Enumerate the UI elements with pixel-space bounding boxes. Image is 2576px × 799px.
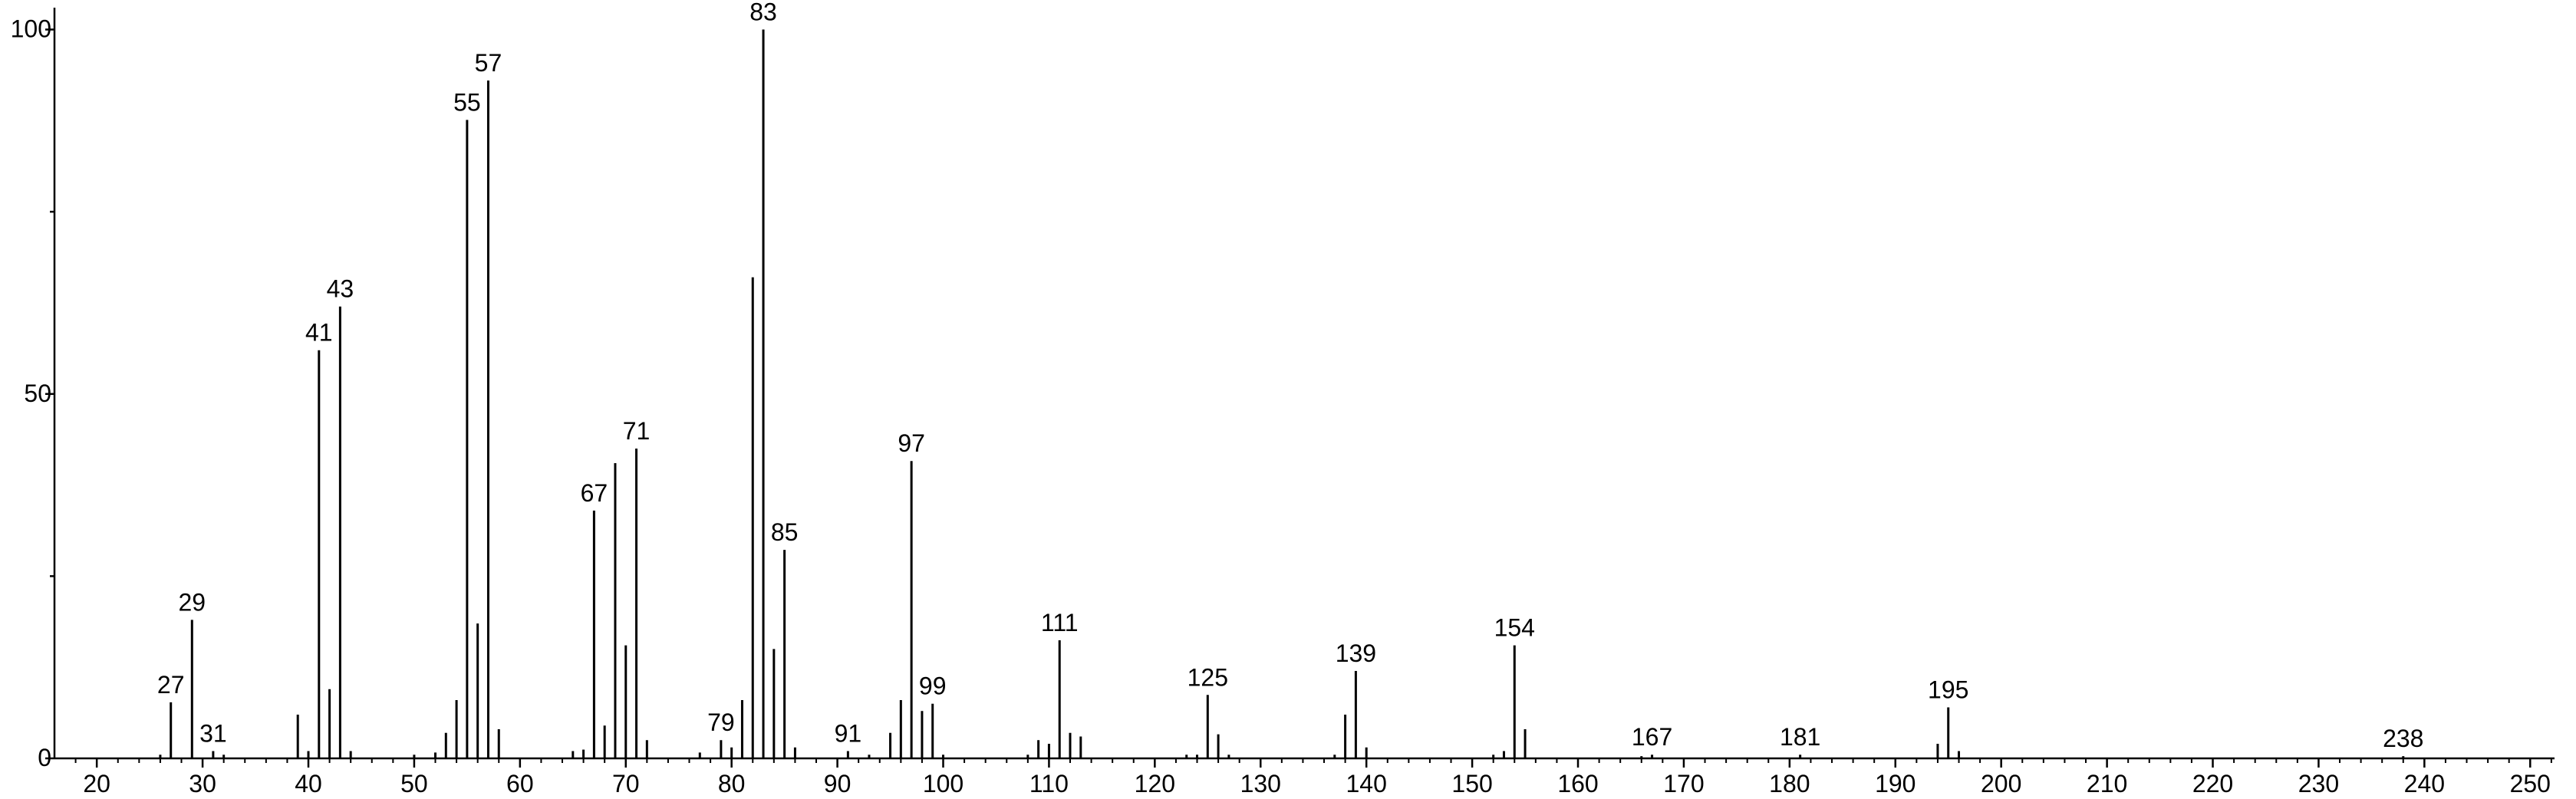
peak-label: 167 — [1632, 723, 1672, 751]
peak-label: 181 — [1780, 723, 1820, 751]
peak-label: 97 — [898, 429, 925, 457]
peak-label: 57 — [475, 49, 502, 77]
peak-label: 238 — [2383, 725, 2423, 752]
peak-label: 71 — [623, 417, 651, 445]
y-tick-label: 50 — [24, 380, 51, 407]
x-tick-label: 60 — [506, 770, 534, 797]
peak-label: 99 — [919, 672, 947, 700]
peak-label: 195 — [1928, 676, 1968, 703]
x-tick-label: 180 — [1769, 770, 1810, 797]
y-tick-label: 0 — [38, 744, 51, 771]
peak-label: 125 — [1188, 663, 1228, 691]
x-tick-label: 120 — [1135, 770, 1175, 797]
peak-label: 154 — [1494, 614, 1535, 642]
peak-label: 31 — [199, 719, 227, 747]
peak-label: 79 — [707, 709, 735, 736]
x-tick-label: 150 — [1451, 770, 1492, 797]
x-tick-label: 140 — [1346, 770, 1386, 797]
x-tick-label: 190 — [1875, 770, 1916, 797]
peak-label: 27 — [157, 671, 185, 699]
peak-label: 43 — [327, 275, 354, 303]
x-tick-label: 220 — [2192, 770, 2233, 797]
peak-label: 91 — [835, 719, 862, 747]
x-tick-label: 200 — [1981, 770, 2021, 797]
peak-label: 83 — [749, 0, 777, 26]
x-tick-label: 90 — [824, 770, 852, 797]
x-tick-label: 20 — [83, 770, 110, 797]
x-tick-label: 130 — [1240, 770, 1281, 797]
x-tick-label: 240 — [2404, 770, 2445, 797]
peak-label: 139 — [1336, 640, 1376, 667]
x-tick-label: 210 — [2087, 770, 2127, 797]
x-tick-label: 170 — [1663, 770, 1704, 797]
x-tick-label: 80 — [718, 770, 746, 797]
x-tick-label: 110 — [1029, 770, 1069, 797]
peak-label: 111 — [1041, 609, 1079, 636]
peak-label: 55 — [453, 88, 481, 116]
peak-label: 85 — [771, 518, 799, 546]
x-tick-label: 100 — [923, 770, 964, 797]
x-tick-label: 50 — [400, 770, 428, 797]
x-tick-label: 70 — [612, 770, 640, 797]
x-tick-label: 230 — [2298, 770, 2339, 797]
y-tick-label: 100 — [11, 15, 51, 43]
x-tick-label: 30 — [189, 770, 216, 797]
peak-label: 29 — [178, 588, 206, 616]
peak-label: 67 — [581, 479, 608, 507]
x-tick-label: 250 — [2510, 770, 2551, 797]
peak-label: 41 — [305, 319, 333, 347]
x-tick-label: 40 — [295, 770, 322, 797]
x-tick-label: 160 — [1557, 770, 1598, 797]
